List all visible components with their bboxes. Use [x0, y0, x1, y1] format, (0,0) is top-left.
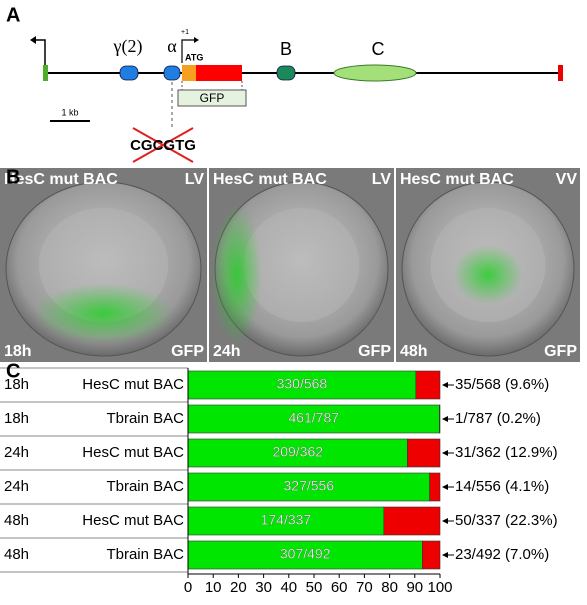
x-tick-label: 100: [427, 579, 452, 596]
x-tick-label: 60: [331, 579, 348, 596]
bar-label: 209/362: [272, 444, 323, 460]
arrow-head: [442, 518, 448, 524]
bar-label: 307/492: [280, 546, 331, 562]
bar-segment: [439, 404, 441, 434]
arrow-head: [442, 552, 448, 558]
bar-segment: [429, 472, 441, 502]
right-label: 14/556 (4.1%): [455, 478, 549, 495]
row-label: HesC mut BAC: [82, 376, 184, 393]
time-label: 24h: [213, 343, 241, 360]
right-label: 23/492 (7.0%): [455, 546, 549, 563]
x-tick-label: 40: [280, 579, 297, 596]
embryo-inner: [243, 207, 360, 323]
bar-label: 461/787: [288, 410, 339, 426]
view-label: VV: [556, 171, 578, 188]
gfp-signal: [453, 244, 523, 305]
bar-segment: [422, 540, 441, 570]
right-label: 50/337 (22.3%): [455, 512, 558, 529]
x-tick-label: 50: [306, 579, 323, 596]
time-label: 18h: [4, 343, 32, 360]
chart: 18h HesC mut BAC 330/568 35/568 (9.6%) 18h Tb…: [0, 367, 558, 596]
bar-segment: [187, 404, 440, 434]
x-tick-label: 70: [356, 579, 373, 596]
time-label: 48h: [400, 343, 428, 360]
gfp-signal: [211, 204, 262, 345]
image-panel: HesC mut BAC LV 18h GFP HesC mut BAC LV 24h GFP…: [0, 168, 580, 362]
view-label: LV: [185, 171, 205, 188]
bar-segment: [187, 438, 408, 468]
construct-label: HesC mut BAC: [213, 171, 327, 188]
arrow-head: [442, 382, 448, 388]
row-label: Tbrain BAC: [106, 546, 184, 563]
bar-label: 174/337: [261, 512, 312, 528]
bar-segment: [187, 540, 423, 570]
bar-label: 327/556: [284, 478, 335, 494]
time-label: 48h: [4, 546, 29, 563]
channel-label: GFP: [171, 343, 204, 360]
panel-label: B: [6, 166, 20, 188]
time-label: 18h: [4, 410, 29, 427]
row-label: Tbrain BAC: [106, 410, 184, 427]
construct-label: HesC mut BAC: [400, 171, 514, 188]
bar-segment: [415, 370, 441, 400]
bar-segment: [187, 472, 430, 502]
x-tick-label: 0: [184, 579, 192, 596]
right-label: 1/787 (0.2%): [455, 410, 541, 427]
arrow-head: [442, 450, 448, 456]
time-label: 24h: [4, 444, 29, 461]
element-label: B: [280, 39, 292, 59]
time-label: 48h: [4, 512, 29, 529]
atg-label: ATG: [185, 52, 203, 62]
row-label: HesC mut BAC: [82, 512, 184, 529]
motif-label: CGCGTG: [130, 137, 196, 154]
arrow-head: [442, 484, 448, 490]
bar-segment: [407, 438, 441, 468]
channel-label: GFP: [358, 343, 391, 360]
time-label: 18h: [4, 376, 29, 393]
bar-segment: [383, 506, 441, 536]
arrow-head: [442, 416, 448, 422]
row-label: Tbrain BAC: [106, 478, 184, 495]
construct-label: HesC mut BAC: [4, 171, 118, 188]
right-label: 31/362 (12.9%): [455, 444, 558, 461]
x-tick-label: 30: [255, 579, 272, 596]
element-label: α: [167, 36, 177, 56]
channel-label: GFP: [544, 343, 577, 360]
row-label: HesC mut BAC: [82, 444, 184, 461]
x-tick-label: 10: [205, 579, 222, 596]
element-label: C: [372, 39, 385, 59]
gfp-signal: [33, 283, 174, 344]
x-tick-label: 20: [230, 579, 247, 596]
gfp-label: GFP: [200, 91, 225, 105]
time-label: 24h: [4, 478, 29, 495]
scale-label: 1 kb: [61, 107, 78, 117]
view-label: LV: [372, 171, 392, 188]
x-tick-label: 90: [406, 579, 423, 596]
right-label: 35/568 (9.6%): [455, 376, 549, 393]
panel-label: A: [6, 4, 20, 26]
tss-label: +1: [181, 29, 189, 36]
panel-label: C: [6, 360, 20, 382]
gene-diagram: [30, 36, 563, 163]
element-label: γ(2): [113, 36, 143, 57]
x-tick-label: 80: [381, 579, 398, 596]
bar-label: 330/568: [277, 376, 328, 392]
